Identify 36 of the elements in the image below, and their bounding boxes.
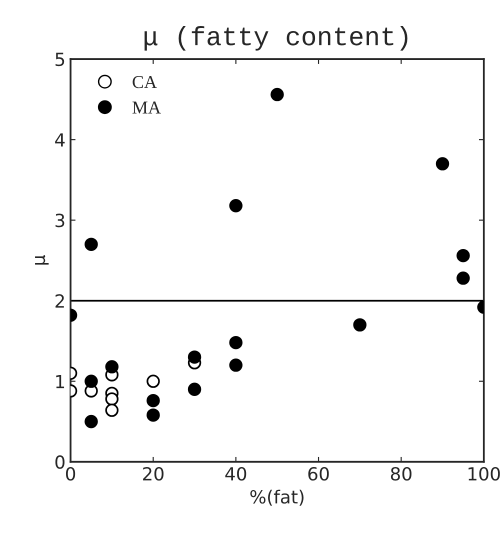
x-axis-title: %(fat) bbox=[250, 490, 304, 506]
y-tick-label: 2 bbox=[56, 294, 64, 308]
point bbox=[84, 238, 98, 251]
point bbox=[188, 350, 202, 364]
x-tick-label: 100 bbox=[468, 467, 500, 481]
y-axis-title: μ bbox=[35, 255, 49, 265]
point bbox=[188, 382, 202, 396]
point bbox=[146, 394, 160, 408]
point bbox=[456, 248, 470, 262]
point bbox=[146, 374, 160, 388]
x-tick-label: 20 bbox=[143, 467, 164, 481]
point bbox=[229, 336, 243, 350]
point bbox=[105, 392, 119, 406]
point bbox=[146, 408, 160, 422]
point bbox=[270, 88, 284, 102]
x-tick-label: 60 bbox=[308, 467, 329, 481]
legend-label: MA bbox=[132, 102, 161, 114]
point bbox=[84, 414, 98, 428]
y-tick-label: 4 bbox=[55, 133, 65, 146]
point bbox=[229, 199, 243, 212]
y-tick-label: 3 bbox=[56, 214, 64, 228]
y-tick-label: 0 bbox=[55, 455, 64, 469]
x-tick-label: 40 bbox=[225, 467, 246, 481]
point bbox=[353, 318, 366, 332]
y-tick-label: 1 bbox=[56, 374, 64, 388]
point bbox=[84, 374, 98, 388]
point bbox=[105, 360, 119, 374]
chart-title: μ (fatty content) bbox=[144, 26, 408, 51]
point bbox=[105, 404, 119, 417]
y-tick-label: 5 bbox=[56, 52, 64, 66]
x-tick-label: 80 bbox=[390, 467, 412, 481]
point bbox=[229, 358, 243, 372]
point bbox=[436, 157, 450, 170]
x-tick-label: 0 bbox=[66, 467, 76, 481]
point bbox=[456, 272, 470, 285]
legend-label: CA bbox=[132, 76, 157, 88]
